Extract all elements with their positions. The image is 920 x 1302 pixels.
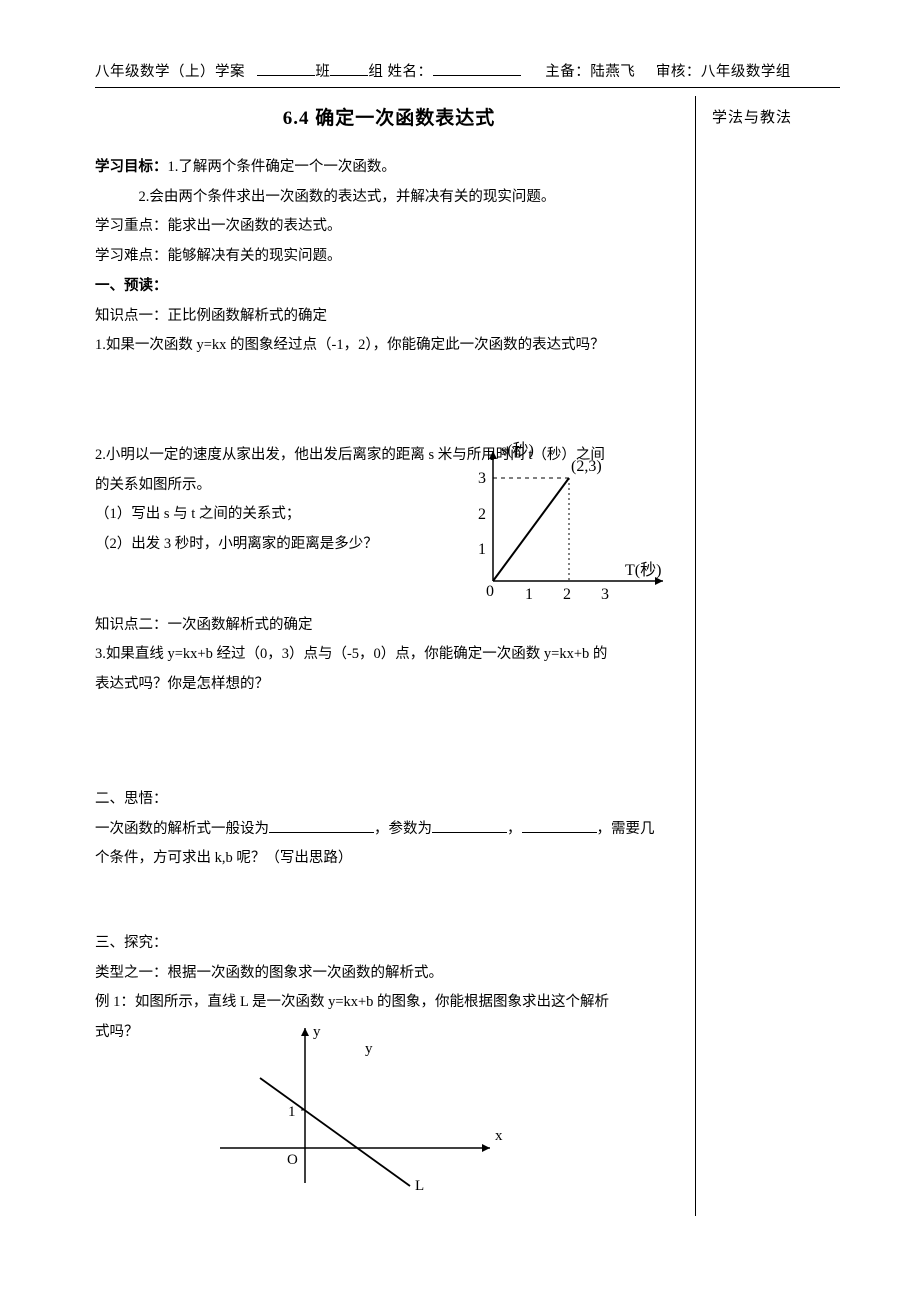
svg-text:O: O xyxy=(287,1152,298,1168)
header-left: 八年级数学（上）学案 xyxy=(95,64,245,80)
s2-a: 一次函数的解析式一般设为 xyxy=(95,821,269,837)
chart1: 0 1 2 3 1 2 3 s(秒) xyxy=(463,441,683,611)
main-label: 主备： xyxy=(545,64,590,80)
lesson-title: 6.4 确定一次函数表达式 xyxy=(95,100,683,139)
main-person: 陆燕飞 xyxy=(590,64,635,80)
page-header: 八年级数学（上）学案 班 组 姓名： 主备：陆燕飞 审核：八年级数学组 xyxy=(95,60,840,81)
svg-text:0: 0 xyxy=(486,583,494,600)
s2-line2: 个条件，方可求出 k,b 呢？（写出思路） xyxy=(95,844,683,874)
blank-class xyxy=(257,61,315,76)
svg-text:2: 2 xyxy=(478,506,486,523)
svg-text:L: L xyxy=(415,1178,424,1194)
objective-label: 学习目标： xyxy=(95,159,168,175)
q2b: 的关系如图所示。 xyxy=(95,471,463,501)
sidebar: 学法与教法 xyxy=(696,96,840,1216)
svg-text:x: x xyxy=(495,1128,503,1144)
class-label: 班 xyxy=(315,64,330,80)
key-label: 学习重点： xyxy=(95,218,168,234)
svg-text:(2,3): (2,3) xyxy=(571,458,602,475)
svg-text:1: 1 xyxy=(525,586,533,603)
header-divider xyxy=(95,87,840,88)
difficulty-line: 学习难点：能够解决有关的现实问题。 xyxy=(95,242,683,272)
s2-comma: ， xyxy=(507,821,522,837)
blank-name xyxy=(433,61,521,76)
type1: 类型之一：根据一次函数的图象求一次函数的解析式。 xyxy=(95,959,683,989)
key-line: 学习重点：能求出一次函数的表达式。 xyxy=(95,212,683,242)
section3-heading: 三、探究： xyxy=(95,929,683,959)
ex1a: 例 1：如图所示，直线 L 是一次函数 y=kx+b 的图象，你能根据图象求出这… xyxy=(95,988,683,1018)
q2s2: （2）出发 3 秒时，小明离家的距离是多少？ xyxy=(95,530,463,560)
svg-text:y: y xyxy=(313,1024,321,1040)
svg-text:s(秒): s(秒) xyxy=(501,441,534,459)
blank3 xyxy=(522,820,597,833)
section2-heading: 二、思悟： xyxy=(95,785,683,815)
blank1 xyxy=(269,820,374,833)
q3b: 表达式吗？你是怎样想的？ xyxy=(95,670,683,700)
q2s1: （1）写出 s 与 t 之间的关系式； xyxy=(95,500,463,530)
q3a: 3.如果直线 y=kx+b 经过（0，3）点与（-5，0）点，你能确定一次函数 … xyxy=(95,640,683,670)
svg-text:y: y xyxy=(365,1041,373,1057)
objective1: 1.了解两个条件确定一个一次函数。 xyxy=(168,159,396,175)
knowledge2-label: 知识点二：一次函数解析式的确定 xyxy=(95,611,683,641)
blank-group xyxy=(330,61,368,76)
review-label: 审核：八年级数学组 xyxy=(656,64,791,80)
key-text: 能求出一次函数的表达式。 xyxy=(168,218,342,234)
difficulty-text: 能够解决有关的现实问题。 xyxy=(168,248,342,264)
svg-text:1: 1 xyxy=(478,541,486,558)
blank2 xyxy=(432,820,507,833)
objective-line1: 学习目标：1.了解两个条件确定一个一次函数。 xyxy=(95,153,683,183)
knowledge1-label: 知识点一：正比例函数解析式的确定 xyxy=(95,302,683,332)
difficulty-label: 学习难点： xyxy=(95,248,168,264)
section1-heading: 一、预读： xyxy=(95,272,683,302)
group-label: 组 姓名： xyxy=(368,64,432,80)
workspace-gap-2 xyxy=(95,700,683,785)
main-column: 6.4 确定一次函数表达式 学习目标：1.了解两个条件确定一个一次函数。 2.会… xyxy=(95,96,696,1216)
svg-text:1: 1 xyxy=(288,1104,296,1120)
s2-b: ，参数为 xyxy=(374,821,432,837)
workspace-gap-3 xyxy=(95,874,683,929)
blank-sentence: 一次函数的解析式一般设为 ，参数为 ， ，需要几 xyxy=(95,815,683,845)
s2-c: ，需要几 xyxy=(597,821,655,837)
objective2: 2.会由两个条件求出一次函数的表达式，并解决有关的现实问题。 xyxy=(95,183,683,213)
svg-text:2: 2 xyxy=(563,586,571,603)
sidebar-title: 学法与教法 xyxy=(712,106,840,127)
svg-text:3: 3 xyxy=(478,470,486,487)
q1: 1.如果一次函数 y=kx 的图象经过点（-1，2），你能确定此一次函数的表达式… xyxy=(95,331,683,361)
ex1b: 式吗？ xyxy=(95,1018,155,1048)
chart2: 1 y y x O L xyxy=(210,1018,510,1198)
workspace-gap-1 xyxy=(95,361,683,441)
svg-text:3: 3 xyxy=(601,586,609,603)
svg-text:T(秒): T(秒) xyxy=(625,561,661,579)
